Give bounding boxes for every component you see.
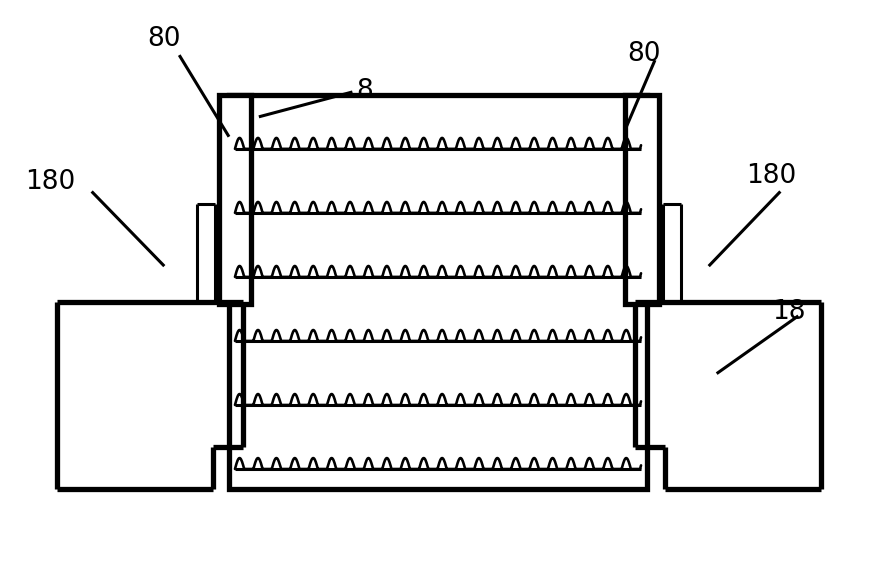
Text: 80: 80 — [146, 26, 181, 52]
Bar — [229, 95, 646, 489]
Text: 8: 8 — [356, 78, 373, 105]
Bar — [218, 95, 251, 304]
Text: 80: 80 — [627, 41, 660, 67]
Text: 18: 18 — [771, 300, 804, 325]
Bar — [624, 95, 659, 304]
Text: 180: 180 — [25, 169, 75, 194]
Text: 180: 180 — [745, 163, 795, 189]
